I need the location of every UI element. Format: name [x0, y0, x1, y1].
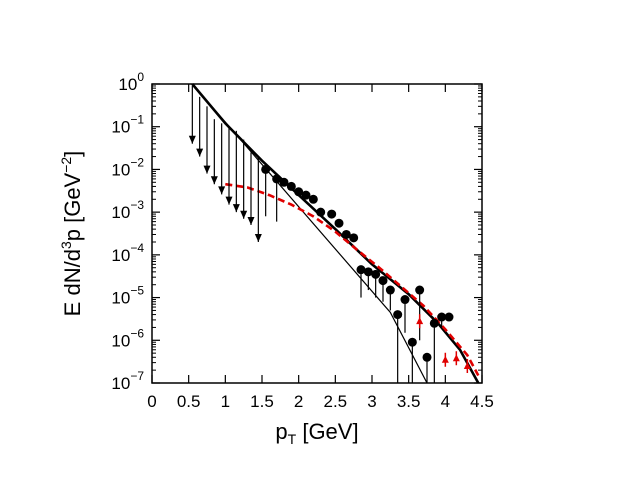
upper-limit-arrow: [210, 176, 218, 185]
y-tick-label: 10−4: [111, 241, 144, 265]
data-point: [415, 285, 425, 295]
data-point: [334, 218, 344, 228]
data-point: [316, 207, 326, 217]
upper-limit-arrow: [196, 148, 204, 157]
model-curves: [191, 83, 480, 384]
x-axis-title: pT [GeV]: [275, 419, 358, 447]
plot-frame: [151, 83, 483, 384]
data-point: [444, 312, 454, 322]
x-tick-label: 4.5: [470, 392, 494, 411]
y-tick-label: 100: [118, 70, 144, 94]
data-point: [301, 190, 311, 200]
y-tick-label: 10−5: [111, 284, 144, 308]
x-tick-label: 3.5: [397, 392, 421, 411]
data-point: [356, 265, 366, 275]
upper-limit-arrow: [188, 135, 196, 144]
data-point: [341, 229, 351, 239]
data-point: [422, 352, 432, 362]
curve-thick-black: [191, 83, 480, 384]
data-point: [272, 174, 282, 184]
upper-limit-arrow: [225, 196, 233, 205]
data-point: [371, 269, 381, 279]
red-point: [452, 354, 460, 362]
data-point: [308, 194, 318, 204]
data-point: [385, 285, 395, 295]
curve-red-dashed: [225, 182, 480, 377]
y-axis-title: E dN/d3p [GeV−2]: [58, 151, 85, 317]
axis-ticks: 0 0.5 1 1.5 2 2.5 3 3.5 4 4.5 100 10−1 10−2 10−3 10−4 1…: [111, 70, 493, 411]
data-point: [378, 276, 388, 286]
data-point: [327, 209, 337, 219]
x-tick-label: 4: [441, 392, 450, 411]
data-point: [261, 164, 271, 174]
y-tick-label: 10−2: [111, 155, 144, 179]
y-tick-label: 10−3: [111, 198, 144, 222]
upper-limit-arrow: [254, 233, 262, 242]
upper-limit-arrow: [240, 210, 248, 219]
upper-limit-arrow: [203, 165, 211, 174]
data-point: [393, 310, 403, 320]
x-tick-label: 3: [367, 392, 376, 411]
data-point: [349, 233, 359, 243]
red-point: [463, 362, 471, 370]
data-point: [286, 181, 296, 191]
data-point: [294, 187, 304, 197]
red-point: [441, 355, 449, 363]
curve-thin-black: [191, 83, 428, 384]
data-point: [437, 312, 447, 322]
data-point: [279, 177, 289, 187]
upper-limit-arrow: [218, 186, 226, 195]
data-point: [400, 295, 410, 305]
data-point: [429, 318, 439, 328]
x-tick-label: 1.5: [250, 392, 274, 411]
x-tick-label: 2: [294, 392, 303, 411]
data-point: [363, 267, 373, 277]
x-tick-label: 0: [147, 392, 156, 411]
x-tick-label: 1: [221, 392, 230, 411]
red-point: [416, 317, 424, 325]
y-tick-label: 10−1: [111, 113, 144, 137]
x-tick-label: 2.5: [324, 392, 348, 411]
x-tick-label: 0.5: [177, 392, 201, 411]
data-points: [261, 164, 471, 374]
data-point: [407, 337, 417, 347]
y-tick-label: 10−7: [111, 369, 144, 393]
y-tick-label: 10−6: [111, 326, 144, 350]
upper-limit-arrow: [232, 204, 240, 213]
upper-limit-arrow: [247, 217, 255, 226]
